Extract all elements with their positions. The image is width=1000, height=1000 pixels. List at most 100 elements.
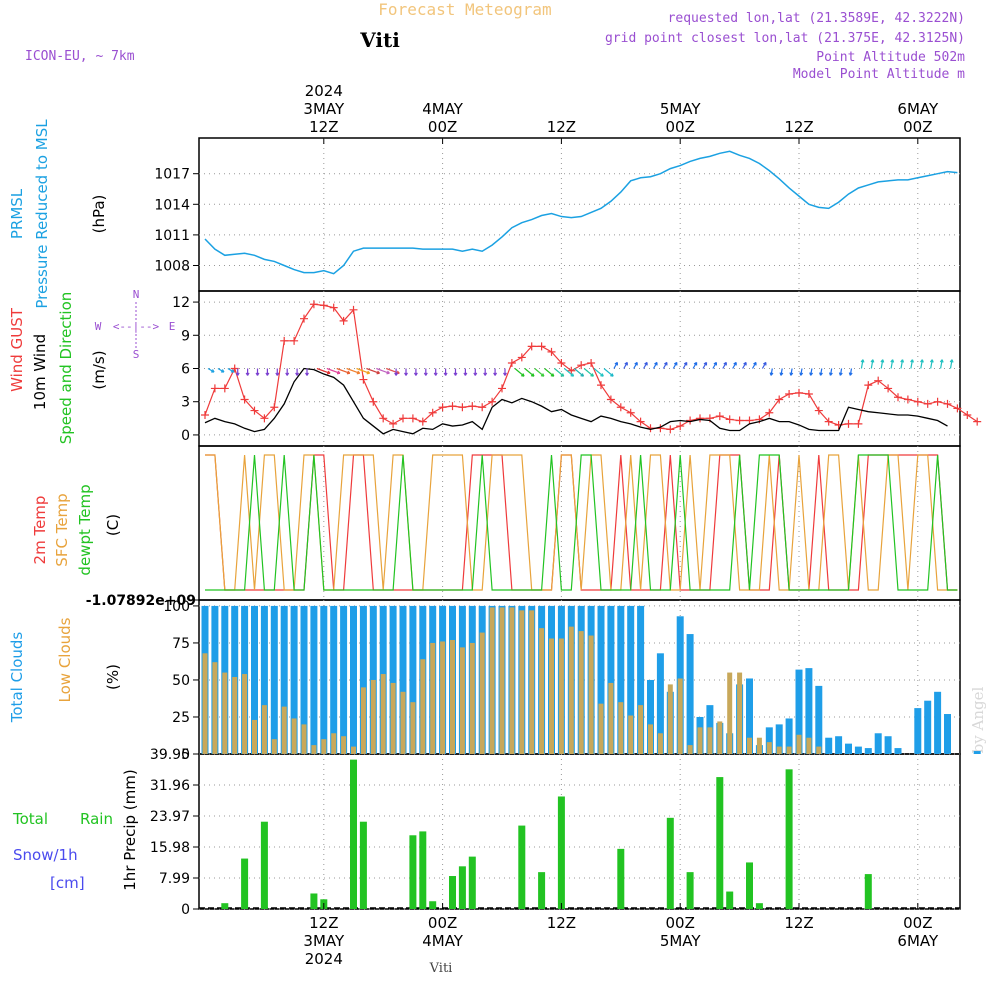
low-cloud-bar — [499, 607, 505, 754]
pressure-series-line — [204, 150, 958, 275]
cloud-unit: (%) — [104, 664, 122, 690]
gust-marker — [438, 403, 447, 412]
wind-direction-arrowhead — [779, 372, 784, 376]
wind-direction-arrowhead — [305, 372, 309, 376]
rain-bar — [221, 903, 229, 909]
total-cloud-bar — [607, 605, 615, 754]
wind-direction-arrowhead — [713, 361, 717, 366]
wind-direction-arrowhead — [910, 359, 914, 363]
wind-direction-arrowhead — [453, 372, 458, 376]
rain-bar — [557, 796, 565, 909]
low-cloud-bar — [529, 610, 535, 754]
low-cloud-bar — [608, 682, 614, 754]
wind-direction-arrow — [554, 368, 565, 377]
precip-ytick-label: 15.98 — [150, 840, 190, 856]
gust-marker — [715, 412, 724, 421]
temp-label-dewpt: dewpt Temp — [76, 484, 94, 575]
total-cloud-bar — [251, 605, 258, 754]
low-cloud-bar — [400, 691, 406, 754]
time-axis-bottom-label: 12Z — [784, 914, 813, 932]
wind-direction-arrowhead — [920, 359, 924, 363]
gust-marker — [933, 397, 942, 406]
total-cloud-bar — [260, 605, 268, 754]
rain-bar — [458, 866, 466, 909]
gust-marker — [201, 411, 209, 419]
rain-bar — [864, 874, 872, 909]
wind-direction-arrowhead — [423, 372, 428, 376]
gust-marker — [577, 361, 586, 370]
total-cloud-bar — [409, 605, 417, 754]
total-cloud-bar — [944, 714, 951, 754]
low-cloud-bar — [687, 745, 693, 754]
rain-bar — [726, 891, 734, 909]
wind-direction-arrowhead — [600, 373, 604, 377]
low-cloud-bar — [341, 736, 347, 754]
wind-direction-arrowhead — [580, 373, 585, 377]
gust-marker — [953, 404, 962, 413]
precip-unit: 1hr Precip (mm) — [121, 769, 139, 890]
low-cloud-bar — [539, 628, 545, 754]
total-cloud-bar — [914, 708, 922, 754]
cloud-label-low: Low Clouds — [56, 617, 74, 702]
wind-direction-arrowhead — [503, 372, 507, 376]
wind-direction-arrow — [880, 359, 884, 369]
precip-ytick-label: 0 — [181, 902, 190, 918]
rain-bar — [746, 862, 753, 909]
gust-marker — [913, 397, 922, 406]
time-axis-top-label: 12Z — [784, 118, 813, 136]
low-cloud-bar — [737, 672, 743, 754]
low-cloud-bar — [301, 724, 307, 754]
wind-direction-arrowhead — [900, 359, 905, 363]
total-cloud-bar — [815, 685, 823, 754]
wind-direction-arrowhead — [644, 361, 648, 366]
time-axis-top-label: 6MAY — [897, 100, 939, 118]
wind-direction-arrowhead — [753, 361, 757, 366]
wind-direction-arrow — [920, 359, 923, 369]
compass-west: W — [95, 320, 102, 333]
low-cloud-bar — [766, 742, 772, 754]
rain-bar — [419, 831, 427, 909]
wind-label-gust: Wind GUST — [8, 307, 26, 392]
gust-marker — [250, 406, 259, 415]
total-cloud-bar — [864, 748, 872, 754]
gust-marker — [379, 414, 388, 423]
low-cloud-bar — [351, 746, 356, 754]
pressure-label-prmsl: PRMSL — [8, 188, 26, 239]
gust-marker — [894, 393, 902, 402]
low-cloud-bar — [390, 682, 396, 754]
wind-ytick-label: 0 — [181, 428, 190, 444]
wind-direction-arrow — [316, 367, 331, 374]
wind-direction-arrowhead — [703, 361, 708, 366]
low-cloud-bar — [261, 705, 267, 754]
total-cloud-bar — [874, 733, 882, 754]
total-cloud-bar — [280, 605, 288, 754]
wind-ytick-label: 9 — [181, 328, 190, 344]
gust-marker — [735, 416, 744, 425]
low-cloud-bar — [321, 739, 327, 754]
low-cloud-bar — [271, 739, 277, 754]
wind-direction-arrowhead — [624, 361, 628, 366]
low-cloud-bar — [489, 607, 495, 754]
gust-marker — [785, 389, 794, 398]
precip-label-cm: [cm] — [50, 874, 85, 892]
gust-marker — [616, 403, 625, 412]
gust-marker — [260, 414, 269, 423]
gust-marker — [844, 419, 853, 428]
gust-marker — [428, 408, 437, 417]
gust-marker — [824, 417, 833, 426]
gust-marker — [795, 388, 803, 397]
low-cloud-bar — [717, 721, 723, 754]
wind-direction-arrowhead — [346, 370, 351, 375]
low-cloud-bar — [370, 679, 376, 754]
plot-layer: 1008 1011 1014 1017 0 3 6 9 12 0 25 50 75 100 0 7.99 15.… — [150, 82, 982, 968]
wind-direction-arrowhead — [673, 361, 678, 366]
time-axis-top-label: 2024 — [305, 82, 343, 100]
wind-direction-arrowhead — [634, 361, 638, 366]
total-cloud-bar — [320, 605, 328, 754]
total-cloud-bar — [775, 724, 783, 754]
total-cloud-bar — [835, 736, 843, 754]
gust-marker — [696, 414, 704, 423]
gust-marker — [527, 342, 536, 351]
temp-series-line-2 — [205, 454, 958, 591]
time-axis-bottom-label: 12Z — [547, 914, 576, 932]
